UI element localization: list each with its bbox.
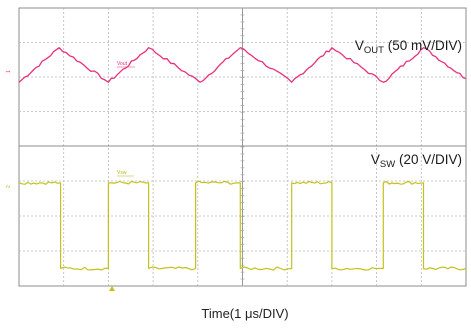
vout-trace-label: VOUT (50 mV/DIV) [355,38,462,56]
vsw-trace-label: VSW (20 V/DIV) [371,152,462,170]
ch1-marker: 1 [6,70,12,73]
ch2-marker: 2 [6,185,12,188]
vout-label-sub: OUT [364,45,384,56]
vsw-trace [18,180,467,271]
vout-trace-tag: Vout [117,61,128,67]
vsw-label-main: V [371,152,380,167]
scope-grid [18,7,467,287]
scope-traces [18,47,467,291]
vsw-label-sub: SW [380,159,395,170]
x-axis-label: Time(1 μs/DIV) [201,306,288,321]
vout-trace [18,47,467,83]
vout-label-main: V [355,38,364,53]
trigger-marker [109,286,115,291]
vsw-trace-tag: Vsw [117,170,127,176]
vsw-label-tail: (20 V/DIV) [395,152,462,167]
vout-label-tail: (50 mV/DIV) [384,38,462,53]
